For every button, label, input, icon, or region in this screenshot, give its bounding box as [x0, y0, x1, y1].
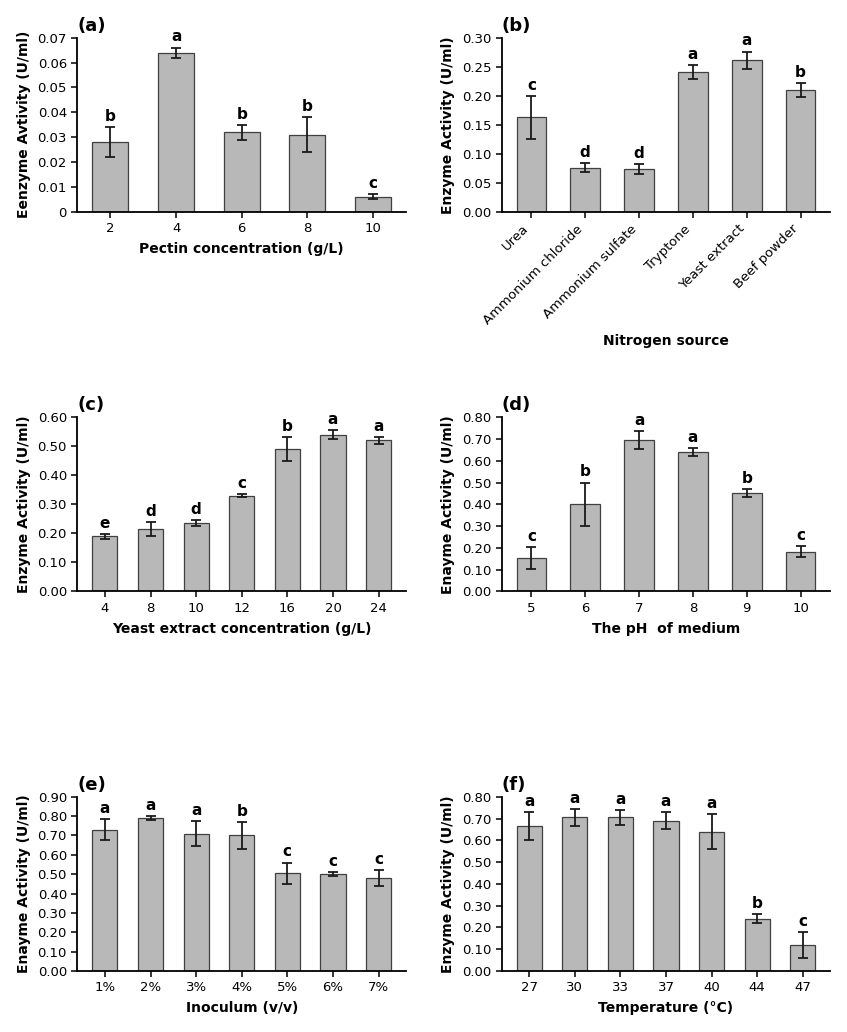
Bar — [517, 558, 546, 591]
Bar — [320, 434, 346, 591]
Text: b: b — [236, 804, 247, 818]
Text: a: a — [706, 796, 717, 811]
Text: c: c — [527, 77, 536, 93]
Text: (b): (b) — [501, 17, 531, 35]
Text: b: b — [795, 65, 806, 79]
Text: d: d — [634, 147, 645, 161]
Y-axis label: Eenzyme Avtivity (U/ml): Eenzyme Avtivity (U/ml) — [17, 31, 30, 219]
Text: a: a — [688, 429, 698, 445]
Text: a: a — [569, 791, 580, 806]
Text: b: b — [741, 471, 752, 486]
Text: a: a — [688, 46, 698, 62]
Text: c: c — [527, 529, 536, 544]
Y-axis label: Enzyme Activity (U/ml): Enzyme Activity (U/ml) — [440, 36, 455, 214]
Bar — [92, 830, 118, 971]
Bar — [355, 197, 391, 212]
Text: a: a — [742, 33, 752, 49]
Text: b: b — [236, 106, 247, 122]
X-axis label: The pH  of medium: The pH of medium — [592, 621, 740, 636]
Text: a: a — [634, 413, 645, 428]
Text: c: c — [237, 476, 246, 491]
Bar — [320, 873, 346, 971]
Bar — [230, 495, 254, 591]
Text: c: c — [283, 844, 292, 860]
Text: d: d — [191, 503, 202, 517]
Text: (e): (e) — [77, 776, 106, 794]
Text: b: b — [282, 419, 293, 434]
Text: c: c — [368, 176, 378, 191]
Text: a: a — [374, 419, 384, 433]
Y-axis label: Enayme Activity (U/ml): Enayme Activity (U/ml) — [17, 795, 30, 973]
Bar — [517, 118, 546, 212]
X-axis label: Nitrogen source: Nitrogen source — [603, 333, 729, 348]
X-axis label: Pectin concentration (g/L): Pectin concentration (g/L) — [140, 243, 344, 256]
Text: (f): (f) — [501, 776, 526, 794]
Bar — [366, 441, 391, 591]
Text: a: a — [171, 30, 181, 44]
Text: a: a — [146, 798, 156, 812]
Text: c: c — [329, 853, 337, 869]
Bar — [230, 836, 254, 971]
Bar — [786, 90, 816, 212]
Bar — [290, 135, 325, 212]
Bar — [517, 827, 542, 971]
Bar — [224, 132, 260, 212]
Text: c: c — [796, 528, 805, 543]
Bar — [745, 918, 770, 971]
Text: b: b — [580, 464, 590, 480]
Text: a: a — [615, 792, 626, 807]
Bar — [608, 817, 633, 971]
Bar — [92, 537, 118, 591]
Bar — [92, 142, 129, 212]
Text: e: e — [100, 516, 110, 530]
Y-axis label: Enzyme Activity (U/ml): Enzyme Activity (U/ml) — [441, 795, 455, 972]
Text: (c): (c) — [77, 396, 104, 414]
Text: a: a — [328, 412, 338, 427]
Bar — [570, 168, 600, 212]
Bar — [570, 505, 600, 591]
Text: a: a — [191, 803, 202, 817]
Text: a: a — [100, 801, 110, 816]
Bar — [699, 832, 724, 971]
Bar — [678, 72, 708, 212]
Text: d: d — [580, 144, 590, 160]
Bar — [366, 878, 391, 971]
Bar — [138, 818, 163, 971]
Bar — [624, 169, 654, 212]
Bar — [732, 60, 761, 212]
Bar — [678, 452, 708, 591]
Text: c: c — [799, 913, 807, 929]
Bar — [158, 53, 194, 212]
Bar — [184, 523, 208, 591]
Y-axis label: Enzyme Activity (U/ml): Enzyme Activity (U/ml) — [17, 416, 30, 593]
Text: c: c — [374, 852, 383, 867]
Text: a: a — [661, 794, 671, 809]
X-axis label: Inoculum (v/v): Inoculum (v/v) — [185, 1001, 298, 1015]
Bar — [786, 551, 816, 591]
Bar — [184, 834, 208, 971]
Bar — [732, 493, 761, 591]
Text: b: b — [105, 109, 116, 124]
Bar — [274, 449, 300, 591]
Y-axis label: Enayme Activity (U/ml): Enayme Activity (U/ml) — [441, 415, 455, 593]
Bar — [274, 873, 300, 971]
Text: b: b — [752, 896, 762, 911]
X-axis label: Temperature (°C): Temperature (°C) — [599, 1001, 734, 1015]
Bar — [653, 820, 678, 971]
Text: d: d — [145, 504, 156, 519]
Text: (d): (d) — [501, 396, 531, 414]
Text: a: a — [524, 794, 534, 809]
Text: (a): (a) — [77, 17, 106, 35]
Bar — [624, 440, 654, 591]
X-axis label: Yeast extract concentration (g/L): Yeast extract concentration (g/L) — [112, 621, 372, 636]
Bar — [562, 817, 587, 971]
Bar — [138, 529, 163, 591]
Text: b: b — [302, 99, 313, 115]
Bar — [790, 945, 816, 971]
